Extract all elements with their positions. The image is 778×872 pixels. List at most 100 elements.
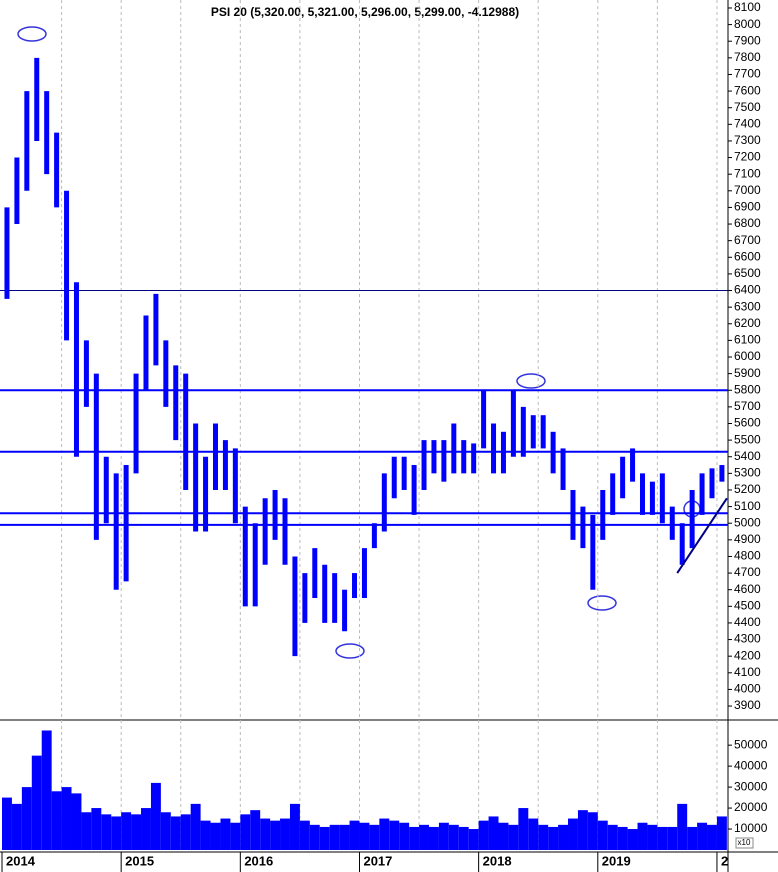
volume-bar — [716, 816, 727, 850]
volume-bar — [319, 826, 330, 850]
volume-bar — [419, 824, 429, 850]
volume-bar — [617, 826, 628, 850]
volume-bar — [389, 820, 400, 850]
y2-tick-label: 40000 — [734, 758, 768, 772]
y-tick-label: 6700 — [734, 233, 761, 247]
y-tick-label: 4700 — [734, 565, 761, 579]
y-tick-label: 6500 — [734, 266, 761, 280]
volume-bar — [587, 812, 598, 850]
volume-bar — [577, 810, 588, 850]
volume-bar — [240, 814, 251, 850]
volume-bar — [438, 822, 449, 850]
y-tick-label: 6100 — [734, 333, 761, 347]
y-tick-label: 5900 — [734, 366, 761, 380]
volume-bar — [150, 782, 161, 850]
volume-bar — [707, 824, 717, 850]
bear-icon — [516, 373, 546, 389]
x-tick-label: 2 — [721, 853, 728, 868]
volume-bar — [339, 824, 350, 850]
y-tick-label: 4800 — [734, 549, 761, 563]
volume-bar — [687, 826, 698, 850]
y-tick-label: 6600 — [734, 249, 761, 263]
volume-bar — [61, 787, 72, 850]
bull-icon — [587, 595, 617, 611]
volume-bar — [607, 824, 618, 850]
volume-bar — [369, 824, 380, 850]
volume-bar — [31, 755, 42, 850]
volume-bar — [647, 824, 658, 850]
y-tick-label: 4000 — [734, 682, 761, 696]
volume-bar — [230, 822, 241, 850]
volume-bar — [667, 826, 678, 850]
y-tick-label: 5400 — [734, 449, 761, 463]
volume-bar — [280, 818, 290, 850]
y-tick-label: 7500 — [734, 100, 761, 114]
unit-box — [735, 837, 754, 849]
volume-bar — [71, 793, 82, 850]
volume-bar — [657, 826, 668, 850]
volume-bar — [220, 818, 231, 850]
y-tick-label: 7400 — [734, 116, 761, 130]
volume-bar — [409, 826, 420, 850]
x-tick-label: 2015 — [125, 853, 154, 868]
volume-bar — [111, 816, 122, 850]
volume-bar — [11, 803, 22, 850]
x-tick-label: 2016 — [244, 853, 273, 868]
y-tick-label: 7200 — [734, 150, 761, 164]
volume-bar — [448, 824, 459, 850]
y-tick-label: 6400 — [734, 283, 761, 297]
volume-bar — [597, 820, 608, 850]
y-tick-label: 6200 — [734, 316, 761, 330]
volume-bar — [21, 787, 32, 850]
chart-title: PSI 20 (5,320.00, 5,321.00, 5,296.00, 5,… — [211, 5, 519, 19]
volume-bar — [299, 820, 310, 850]
volume-bar — [548, 826, 559, 850]
y-tick-label: 8000 — [734, 17, 761, 31]
volume-bar — [260, 818, 271, 850]
y-tick-label: 3900 — [734, 698, 761, 712]
trendline — [676, 497, 728, 574]
volume-bar — [568, 818, 578, 850]
volume-bar — [478, 820, 489, 850]
unit-label: x10 — [738, 838, 751, 847]
volume-bar — [131, 814, 142, 850]
y-tick-label: 4500 — [734, 598, 761, 612]
volume-bar — [697, 822, 708, 850]
volume-bar — [538, 824, 549, 850]
volume-bar — [250, 810, 261, 850]
volume-bar — [200, 820, 211, 850]
y-tick-label: 7600 — [734, 83, 761, 97]
volume-bar — [518, 808, 529, 850]
y-tick-label: 4200 — [734, 648, 761, 662]
volume-bar — [558, 824, 569, 850]
y-tick-label: 6300 — [734, 299, 761, 313]
y-tick-label: 6900 — [734, 200, 761, 214]
volume-bar — [51, 791, 62, 850]
y-tick-label: 7700 — [734, 67, 761, 81]
volume-bar — [677, 803, 688, 850]
y-tick-label: 5700 — [734, 399, 761, 413]
volume-bar — [41, 730, 52, 850]
y-tick-label: 4400 — [734, 615, 761, 629]
volume-bar — [349, 820, 360, 850]
volume-bar — [210, 822, 221, 850]
volume-bar — [180, 814, 191, 850]
bull-icon — [335, 643, 365, 659]
volume-bar — [81, 812, 92, 850]
volume-bar — [309, 824, 320, 850]
x-tick-label: 2019 — [602, 853, 631, 868]
x-tick-label: 2014 — [6, 853, 36, 868]
volume-bar — [160, 812, 171, 850]
volume-bar — [2, 797, 12, 850]
bear-icon — [17, 26, 47, 42]
y-tick-label: 7300 — [734, 133, 761, 147]
y-tick-label: 5300 — [734, 466, 761, 480]
volume-bar — [528, 818, 539, 850]
volume-bar — [270, 820, 281, 850]
y-tick-label: 5000 — [734, 515, 761, 529]
y-tick-label: 6800 — [734, 216, 761, 230]
y-tick-label: 6000 — [734, 349, 761, 363]
volume-bar — [379, 818, 390, 850]
